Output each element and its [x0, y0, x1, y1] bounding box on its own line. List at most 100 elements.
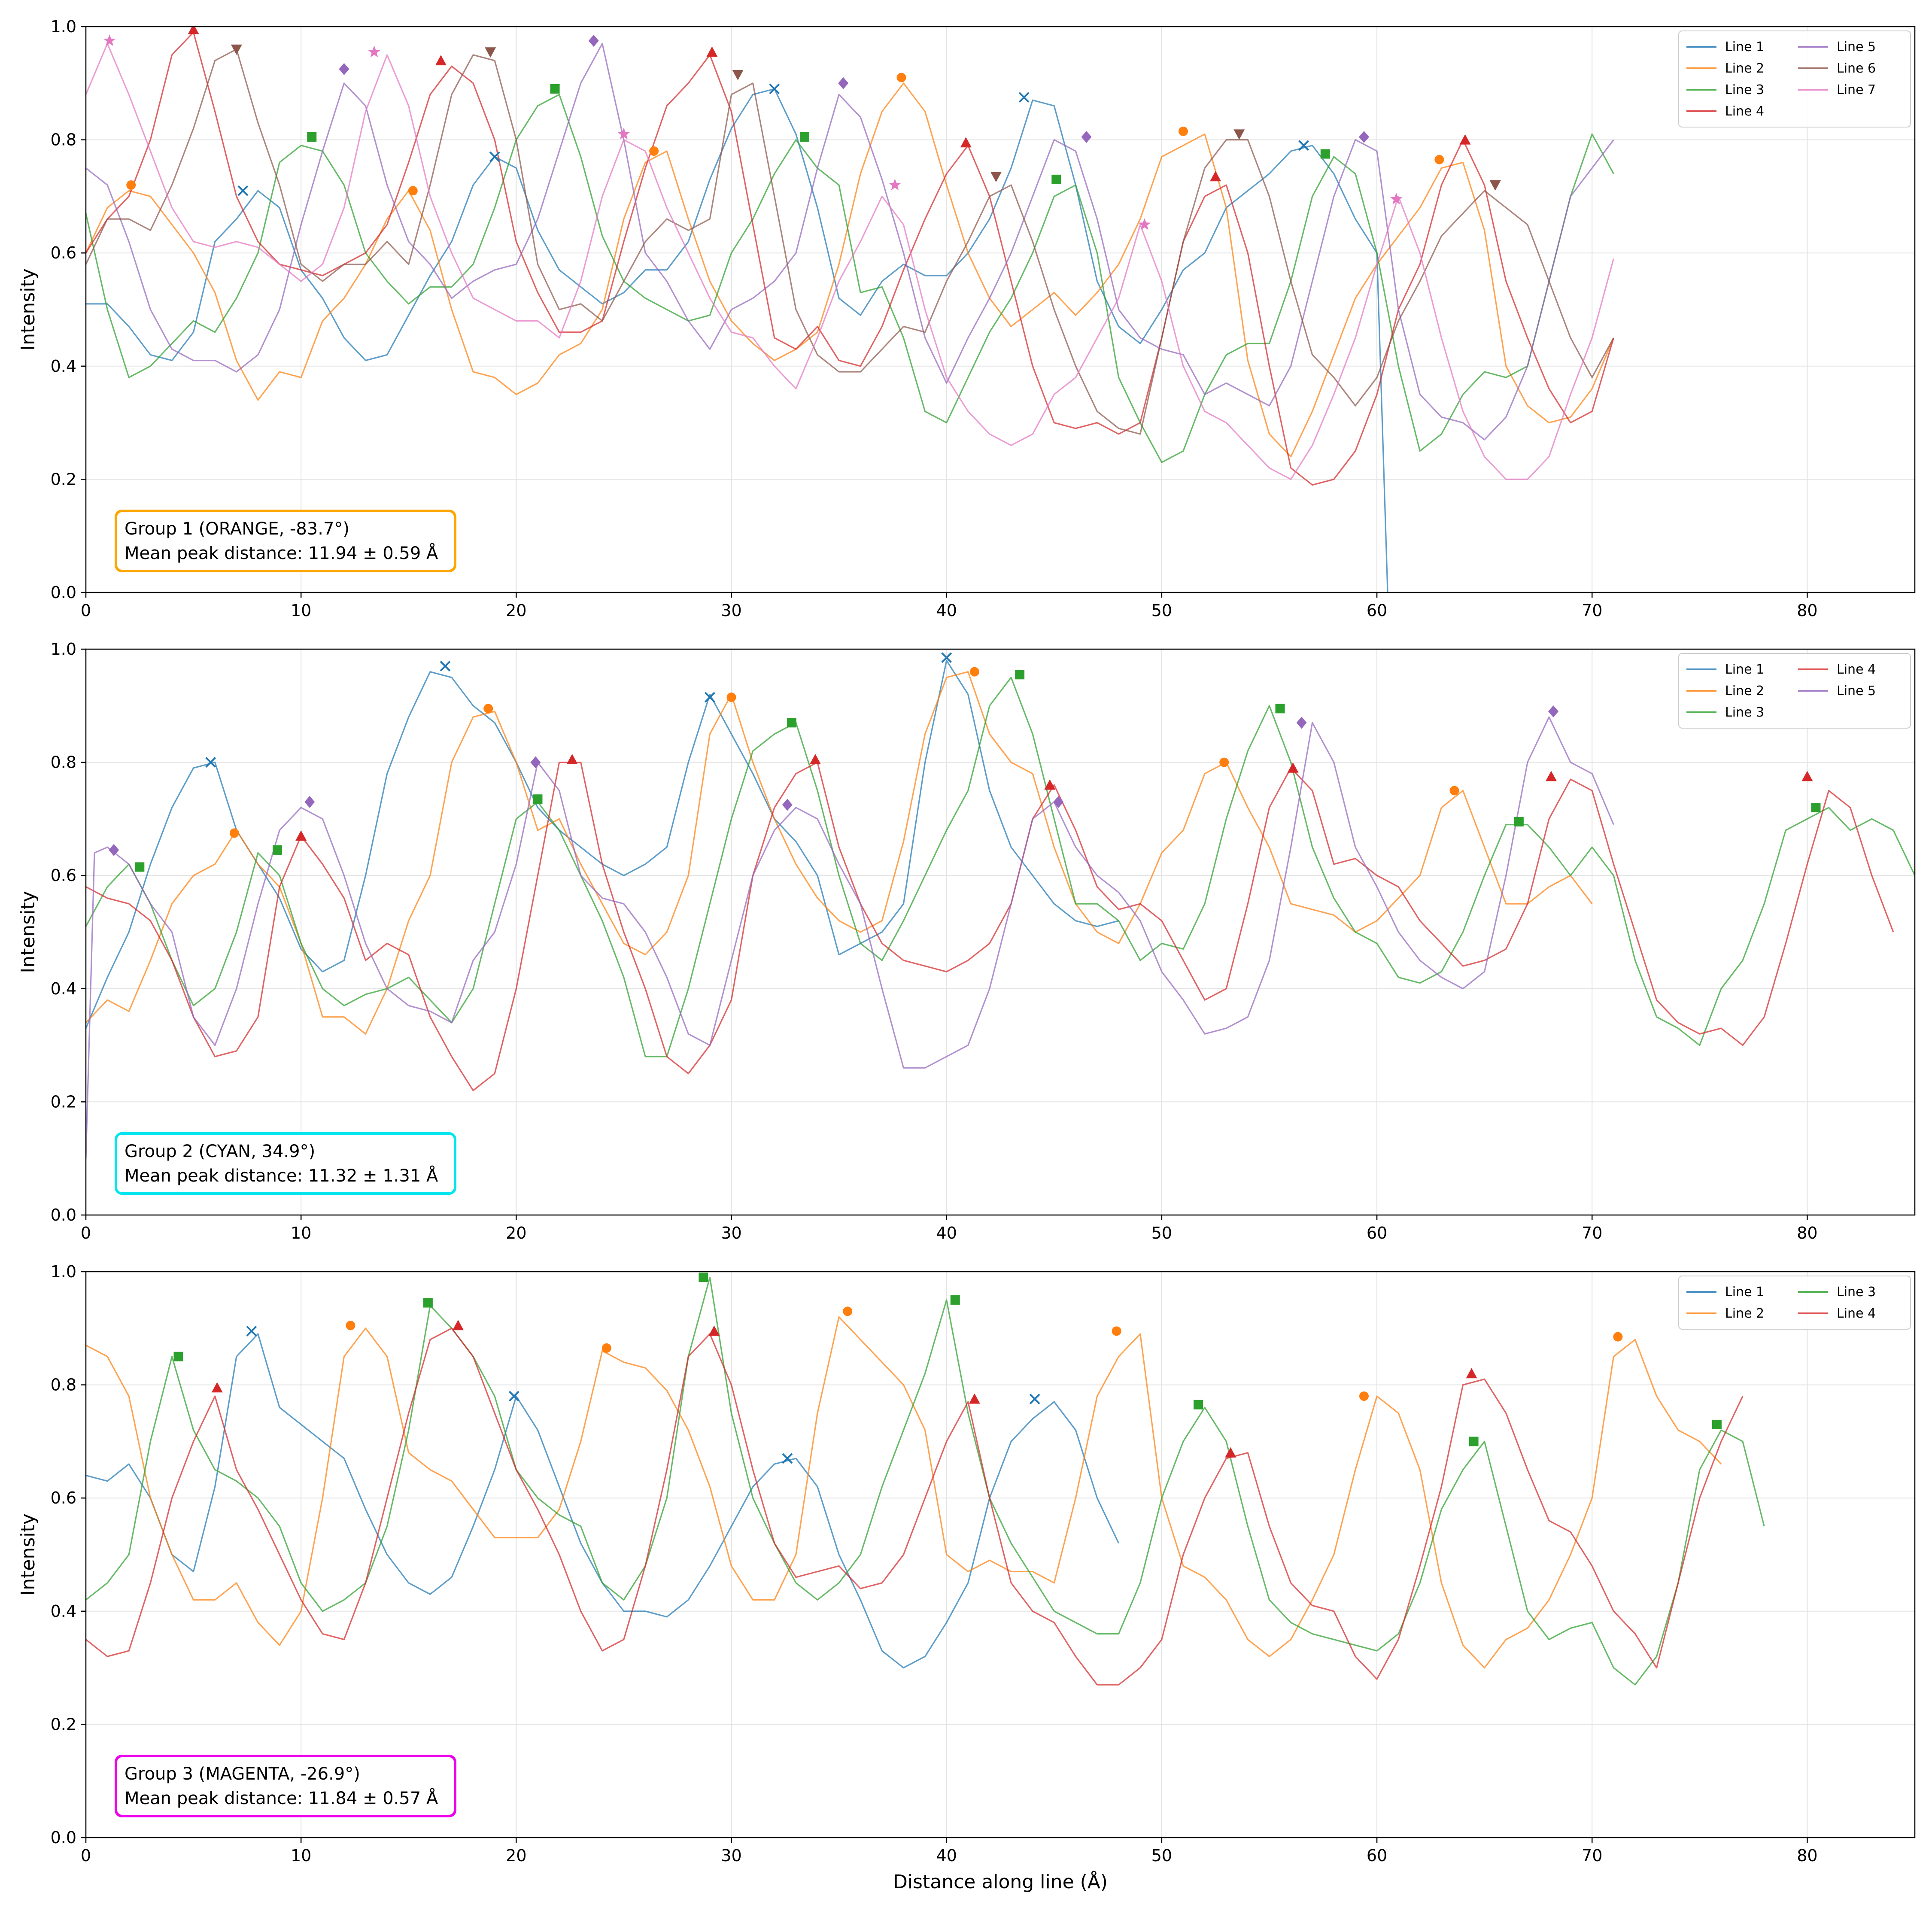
peak-marker	[990, 172, 1002, 182]
series-line-line-7	[86, 43, 1614, 480]
annotation-box: Group 2 (CYAN, 34.9°) Mean peak distance:…	[115, 1132, 456, 1195]
peak-marker	[307, 132, 317, 142]
peak-marker	[135, 862, 145, 872]
series-line-line-2	[86, 1316, 1722, 1669]
peak-marker	[1358, 131, 1369, 143]
legend-box	[1678, 30, 1911, 128]
x-tick-label: 30	[721, 601, 741, 620]
peak-marker	[588, 34, 599, 47]
x-tick-label: 60	[1367, 601, 1387, 620]
annotation-box: Group 1 (ORANGE, -83.7°) Mean peak distan…	[115, 510, 456, 572]
peak-marker	[103, 34, 116, 46]
peak-marker	[941, 652, 952, 663]
x-tick-label: 40	[936, 1846, 957, 1865]
peak-marker	[489, 151, 500, 162]
peak-marker	[704, 692, 715, 703]
peak-marker	[1712, 1419, 1722, 1429]
legend-entry: Line 3	[1725, 705, 1764, 720]
peak-marker	[838, 77, 849, 89]
peak-marker	[440, 661, 451, 671]
peak-marker	[699, 1273, 708, 1282]
peak-marker	[1044, 779, 1056, 790]
peak-marker	[1233, 129, 1245, 140]
x-tick-label: 0	[81, 601, 91, 620]
peak-marker	[1138, 218, 1151, 230]
y-tick-label: 0.4	[51, 979, 76, 998]
peak-marker	[273, 845, 283, 855]
series-line-line-3	[86, 94, 1614, 463]
peak-marker	[126, 180, 136, 190]
peak-marker	[550, 84, 560, 94]
legend-entry: Line 2	[1725, 61, 1764, 76]
y-tick-label: 0.0	[51, 1206, 76, 1224]
peak-marker	[109, 844, 119, 856]
peak-marker	[1459, 134, 1471, 145]
annotation-border	[115, 510, 456, 572]
peak-marker	[1298, 140, 1309, 151]
peak-marker	[339, 63, 349, 75]
x-tick-label: 50	[1151, 601, 1172, 620]
peak-marker	[173, 1352, 183, 1361]
chart-panel-2: 0 10 20 30 40 50 60 70 80 0.0 0.2 0.4 0.6 0.8 1.0 Inten…	[17, 640, 1916, 1242]
annotation-title: Group 1 (ORANGE, -83.7°)	[125, 519, 349, 539]
y-tick-label: 1.0	[51, 1262, 76, 1281]
peak-marker	[1081, 131, 1092, 143]
peak-marker	[346, 1321, 355, 1331]
y-tick-label: 0.8	[51, 1376, 76, 1394]
legend-entry: Line 1	[1725, 1285, 1764, 1300]
y-tick-label: 0.6	[51, 243, 76, 262]
x-tick-label: 60	[1367, 1846, 1387, 1865]
annotation-border	[115, 1755, 456, 1817]
y-tick-label: 0.2	[51, 470, 76, 489]
peak-marker	[508, 1391, 519, 1402]
peak-marker	[211, 1382, 223, 1393]
series-line-line-1	[86, 88, 1388, 592]
series-line-line-6	[86, 49, 1614, 435]
peak-marker	[1548, 705, 1559, 717]
peak-marker	[1546, 771, 1557, 781]
legend-box	[1678, 1276, 1911, 1330]
x-axis-label: Distance along line (Å)	[893, 1870, 1108, 1893]
legend: Line 1 Line 2 Line 3 Line 4 Line 5 Line 6 Line…	[1678, 30, 1911, 128]
peak-marker	[969, 1393, 980, 1404]
chart-panel-1: 0 10 20 30 40 50 60 70 80 0.0 0.2 0.4 0.6 0.8 1.0 Inten…	[17, 17, 1916, 620]
peak-marker	[809, 754, 821, 765]
peak-marker	[530, 756, 541, 769]
peak-marker	[205, 757, 216, 768]
peak-marker	[896, 73, 906, 82]
x-tick-label: 80	[1797, 1224, 1817, 1242]
peak-marker	[1449, 786, 1459, 796]
peak-marker	[649, 146, 659, 156]
peak-marker	[453, 1320, 464, 1331]
peak-marker	[435, 55, 447, 66]
peak-marker	[617, 128, 630, 140]
series-line-line-5	[86, 43, 1614, 440]
x-tick-label: 10	[291, 1224, 311, 1242]
series-line-line-4	[86, 762, 1894, 1091]
peak-marker	[1359, 1391, 1369, 1401]
x-tick-label: 0	[81, 1846, 91, 1865]
annotation-title: Group 3 (MAGENTA, -26.9°)	[125, 1764, 360, 1784]
peak-marker	[483, 704, 493, 714]
peak-marker	[769, 83, 780, 94]
annotation-mean-distance: Mean peak distance: 11.84 ± 0.57 Å	[125, 1788, 438, 1808]
legend: Line 1 Line 2 Line 3 Line 4	[1678, 1276, 1911, 1330]
y-tick-label: 0.8	[51, 753, 76, 772]
peak-marker	[1015, 670, 1025, 680]
x-tick-label: 70	[1582, 1846, 1602, 1865]
peak-marker	[1112, 1326, 1121, 1336]
peak-marker	[843, 1306, 853, 1316]
legend-entry: Line 4	[1837, 662, 1876, 677]
legend: Line 1 Line 2 Line 3 Line 4 Line 5	[1678, 653, 1911, 729]
series-line-line-3	[86, 677, 1915, 1057]
x-tick-label: 40	[936, 601, 957, 620]
peak-marker	[246, 1325, 257, 1337]
y-tick-label: 0.0	[51, 583, 76, 602]
peak-marker	[799, 132, 809, 142]
peak-marker	[601, 1343, 611, 1353]
legend-entry: Line 7	[1837, 82, 1876, 97]
peak-marker	[1514, 817, 1524, 826]
peak-marker	[1051, 174, 1061, 184]
chart-panel-3: 0 10 20 30 40 50 60 70 80 0.0 0.2 0.4 0.6 0.8 1.0 Inten…	[17, 1262, 1916, 1893]
